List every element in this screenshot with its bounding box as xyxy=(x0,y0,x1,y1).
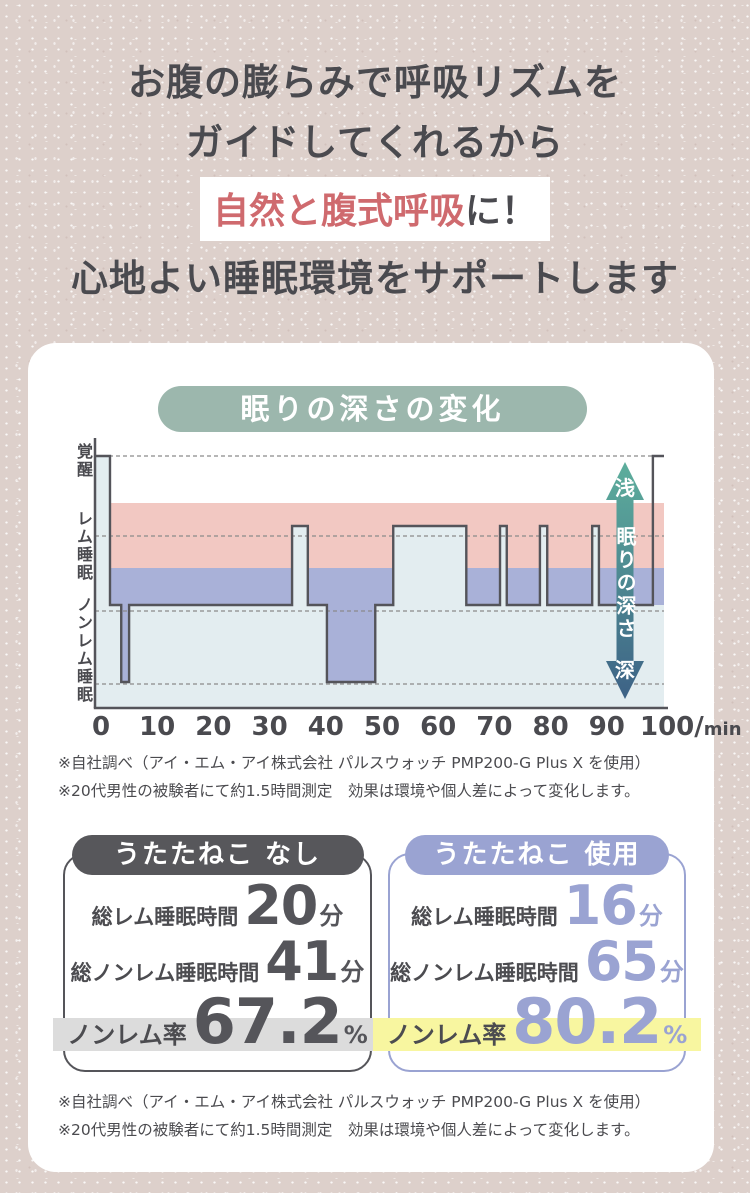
headline-line3: 心地よい睡眠環境をサポートします xyxy=(71,257,679,300)
footnote-top-line2: ※20代男性の被験者にて約1.5時間測定 効果は環境や個人差によって変化します。 xyxy=(58,781,640,800)
x-tick-10: 10 xyxy=(139,712,176,742)
arrow-label-shallow: 浅 xyxy=(615,476,635,500)
x-tick-0: 0 xyxy=(91,712,111,742)
x-tick-20: 20 xyxy=(195,712,232,742)
gray-highlight: ノンレム率 67.2 % xyxy=(53,991,382,1053)
x-tick-30: 30 xyxy=(251,712,288,742)
x-tick-40: 40 xyxy=(307,712,344,742)
zone-label-nonrem: ノンレム睡眠 xyxy=(74,596,93,704)
comparison-card-without: うたたねこ なし 総レム睡眠時間 20 分 総ノンレム睡眠時間 41 分 ノンレ… xyxy=(53,835,382,1072)
x-tick-70: 70 xyxy=(476,712,513,742)
row-nonrem-time: 総ノンレム睡眠時間 65 分 xyxy=(390,930,684,993)
footnote-bottom: ※自社調べ（アイ・エム・アイ株式会社 パルスウォッチ PMP200-G Plus… xyxy=(58,1089,718,1144)
chart-title-pill: 眠りの深さの変化 xyxy=(158,386,587,432)
x-tick-90: 90 xyxy=(588,712,625,742)
headline-emphasis: 自然と腹式呼吸 xyxy=(212,191,465,232)
headline-highlight-box: 自然と腹式呼吸に！ xyxy=(0,177,750,241)
footnote-top-line1: ※自社調べ（アイ・エム・アイ株式会社 パルスウォッチ PMP200-G Plus… xyxy=(58,754,651,772)
card-header-with: うたたねこ 使用 xyxy=(405,835,669,875)
row-rem-time: 総レム睡眠時間 20 分 xyxy=(91,874,344,937)
arrow-label-sleep-depth: 眠りの深さ xyxy=(613,526,637,641)
headline-line2: ガイドしてくれるから xyxy=(186,121,564,164)
footnote-top: ※自社調べ（アイ・エム・アイ株式会社 パルスウォッチ PMP200-G Plus… xyxy=(58,750,718,805)
row-rem-time: 総レム睡眠時間 16 分 xyxy=(411,874,663,937)
sleep-depth-chart xyxy=(93,438,668,710)
x-axis-tick-100-min: 100 / min xyxy=(640,712,742,742)
arrow-label-deep: 深 xyxy=(615,658,635,682)
headline-emphasis-suffix: に！ xyxy=(465,191,538,232)
x-tick-60: 60 xyxy=(420,712,457,742)
card-header-without: うたたねこ なし xyxy=(71,835,364,875)
below-line-area xyxy=(95,456,664,708)
row-nonrem-rate: ノンレム率 67.2 % xyxy=(53,991,382,1053)
x-tick-50: 50 xyxy=(363,712,401,742)
sleep-depth-arrow xyxy=(606,462,644,699)
sleep-stage-line xyxy=(95,454,664,684)
headline-line1: お腹の膨らみで呼吸リズムを xyxy=(128,61,622,104)
row-nonrem-rate: ノンレム率 80.2 % xyxy=(372,991,701,1053)
comparison-card-with: うたたねこ 使用 総レム睡眠時間 16 分 総ノンレム睡眠時間 65 分 ノンレ… xyxy=(372,835,701,1072)
x-tick-80: 80 xyxy=(532,712,569,742)
zone-label-rem: レム睡眠 xyxy=(74,510,93,582)
zone-label-wake: 覚醒 xyxy=(74,443,93,479)
yellow-highlight: ノンレム率 80.2 % xyxy=(372,991,701,1053)
footnote-bottom-line2: ※20代男性の被験者にて約1.5時間測定 効果は環境や個人差によって変化します。 xyxy=(58,1120,640,1139)
footnote-bottom-line1: ※自社調べ（アイ・エム・アイ株式会社 パルスウォッチ PMP200-G Plus… xyxy=(58,1093,651,1111)
row-nonrem-time: 総ノンレム睡眠時間 41 分 xyxy=(70,930,365,993)
